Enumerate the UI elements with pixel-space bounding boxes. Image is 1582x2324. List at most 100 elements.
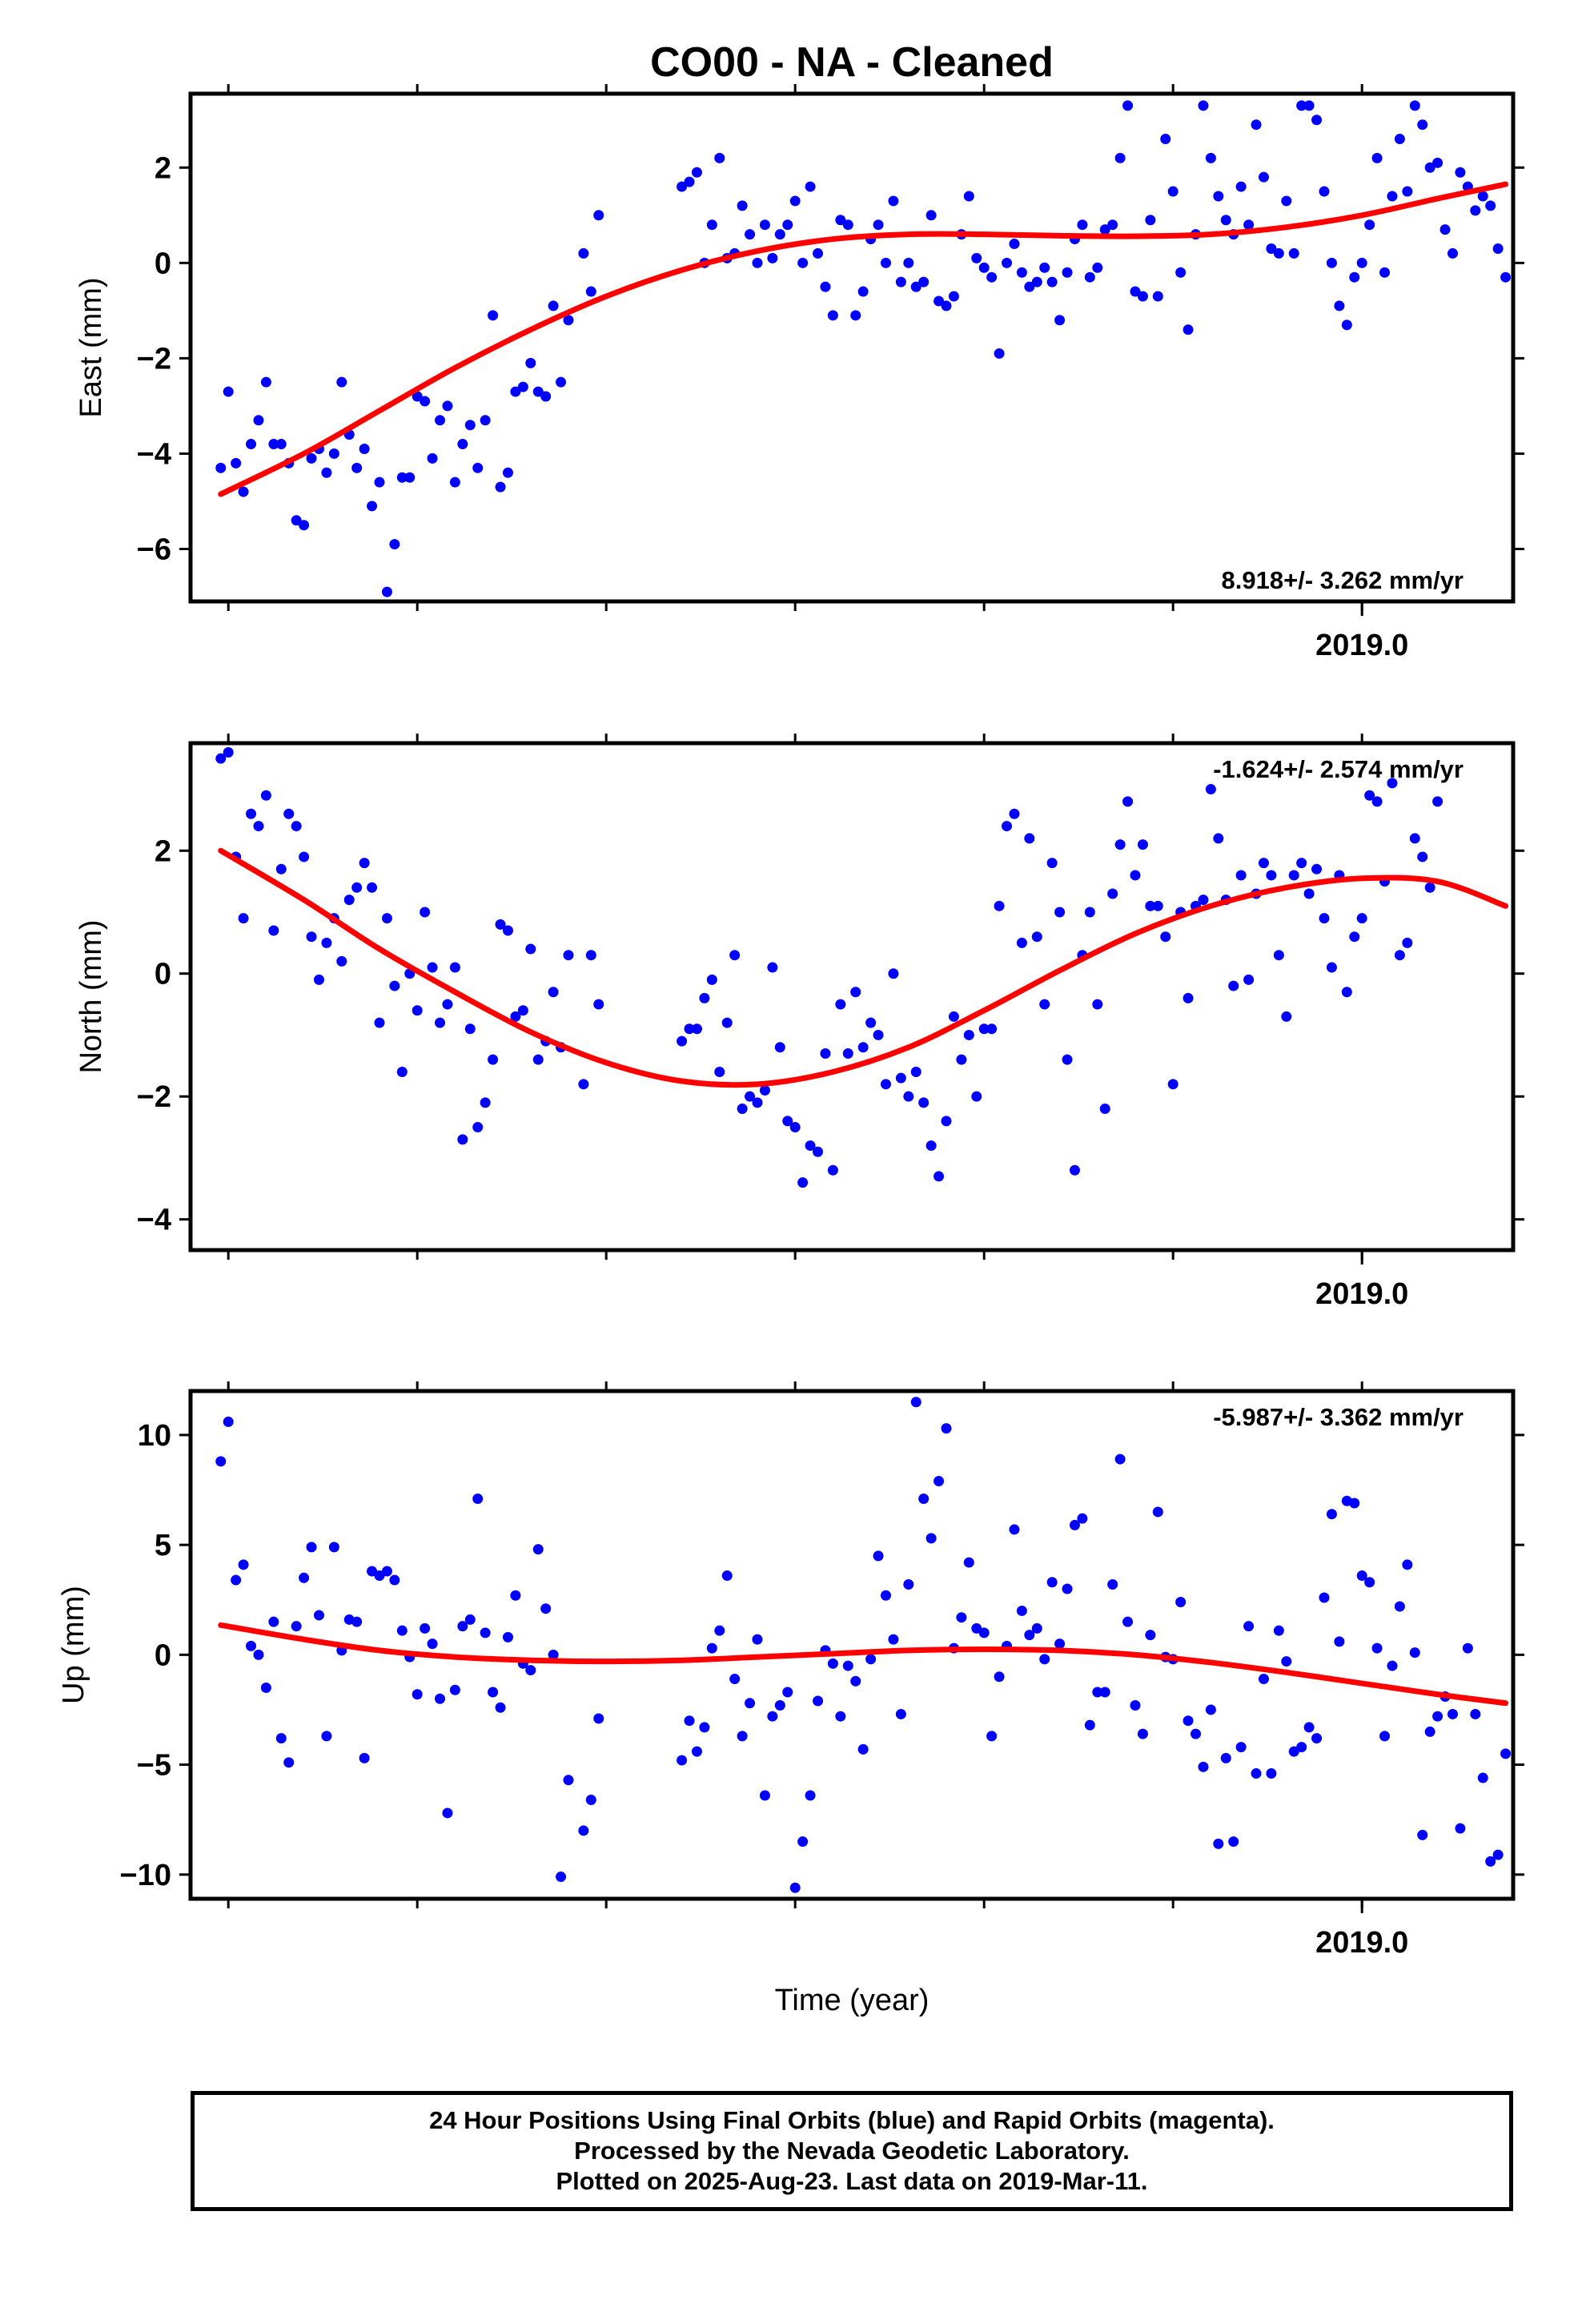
up-data-point [502,1631,513,1642]
north-y-tick-label: 2 [155,834,171,868]
north-data-point [1167,1079,1178,1090]
up-data-point [1062,1583,1073,1594]
east-data-point [1167,186,1178,197]
north-data-point [1016,937,1027,948]
east-data-point [963,191,974,202]
up-data-point [699,1722,710,1733]
east-data-point [336,376,347,388]
up-data-point [1311,1733,1323,1744]
east-panel: −6 −4 −2 0 2 2019.0 East (mm) 8.918+/- 3.262 mm… [74,84,1524,662]
up-data-point [495,1702,506,1713]
up-data-point [306,1542,317,1553]
up-data-point [1145,1630,1156,1641]
east-data-point [1455,167,1466,178]
up-data-point [246,1640,257,1651]
north-data-point [532,1054,544,1065]
north-y-tick-label: 0 [155,958,171,991]
north-data-point [306,931,317,943]
east-data-point [495,481,506,493]
north-data-point [1402,937,1413,948]
north-x-tick-label: 2019.0 [1315,1277,1408,1311]
up-data-point [585,1794,596,1805]
north-data-point [1092,999,1103,1010]
east-data-point [1145,215,1156,226]
north-data-point [472,1122,484,1133]
north-data-point [1424,882,1435,893]
east-data-point [275,439,287,450]
north-data-point [714,1066,725,1077]
north-data-point [1122,796,1134,807]
east-data-point [563,315,574,326]
caption-line-2: Processed by the Nevada Geodetic Laborat… [574,2137,1130,2165]
up-data-point [1387,1660,1398,1671]
north-data-point [238,913,249,924]
east-data-point [532,386,544,397]
up-data-point [1009,1524,1020,1535]
east-data-point [1371,152,1383,163]
north-data-point [767,962,778,973]
up-data-point [903,1579,914,1590]
north-rate-label: -1.624+/- 2.574 mm/yr [1213,755,1464,783]
up-data-point [1349,1498,1360,1509]
east-data-point [1137,291,1148,302]
north-data-point [351,882,363,893]
east-data-point [268,439,279,450]
north-data-point [215,753,227,764]
east-data-point [684,176,695,187]
north-data-point [268,925,279,936]
north-data-point [948,1011,959,1022]
north-data-point [880,1079,891,1090]
up-data-point [1417,1829,1428,1840]
up-data-point [1273,1625,1284,1636]
east-data-point [488,310,499,321]
north-data-point [1114,839,1126,850]
up-data-point [1477,1772,1488,1783]
up-data-point [714,1625,725,1636]
up-data-point [1235,1742,1247,1753]
north-data-point [253,821,264,832]
north-data-point [752,1097,763,1108]
up-data-point [1077,1513,1088,1524]
up-data-point [253,1649,264,1660]
north-data-point [813,1146,824,1157]
up-data-point [1424,1726,1435,1737]
east-data-point [556,376,567,388]
up-data-point [328,1542,339,1553]
up-data-point [888,1634,899,1645]
up-data-point [767,1711,778,1722]
up-data-point [1130,1699,1141,1711]
east-data-point [299,520,310,531]
north-data-point [918,1097,930,1108]
north-data-point [737,1104,748,1115]
north-data-point [525,943,536,955]
up-data-point [510,1590,521,1601]
east-data-point [449,476,460,488]
up-data-point [842,1660,853,1671]
up-data-point [895,1708,906,1719]
east-data-point [1160,134,1171,145]
north-data-point [835,999,846,1010]
north-data-point [1062,1054,1073,1065]
east-data-point [1220,215,1231,226]
north-data-point [729,950,741,961]
north-data-point [926,1140,937,1152]
east-data-point [1205,152,1216,163]
east-data-point [525,357,536,368]
up-data-point [850,1675,861,1687]
up-y-tick-label: 5 [155,1529,171,1562]
east-data-point [910,281,921,292]
north-data-point [805,1140,816,1152]
up-y-tick-label: −10 [120,1859,171,1892]
north-data-point [677,1035,688,1047]
up-y-tick-label: 0 [155,1638,171,1672]
north-data-point [1417,851,1428,862]
up-data-point [215,1456,227,1467]
east-data-point [306,452,317,464]
east-data-point [502,467,513,478]
north-data-point [759,1085,770,1096]
up-data-point [1288,1746,1299,1757]
north-data-point [1031,931,1042,943]
north-data-point [1326,962,1337,973]
east-data-point [1364,219,1375,231]
east-data-point [396,472,408,483]
